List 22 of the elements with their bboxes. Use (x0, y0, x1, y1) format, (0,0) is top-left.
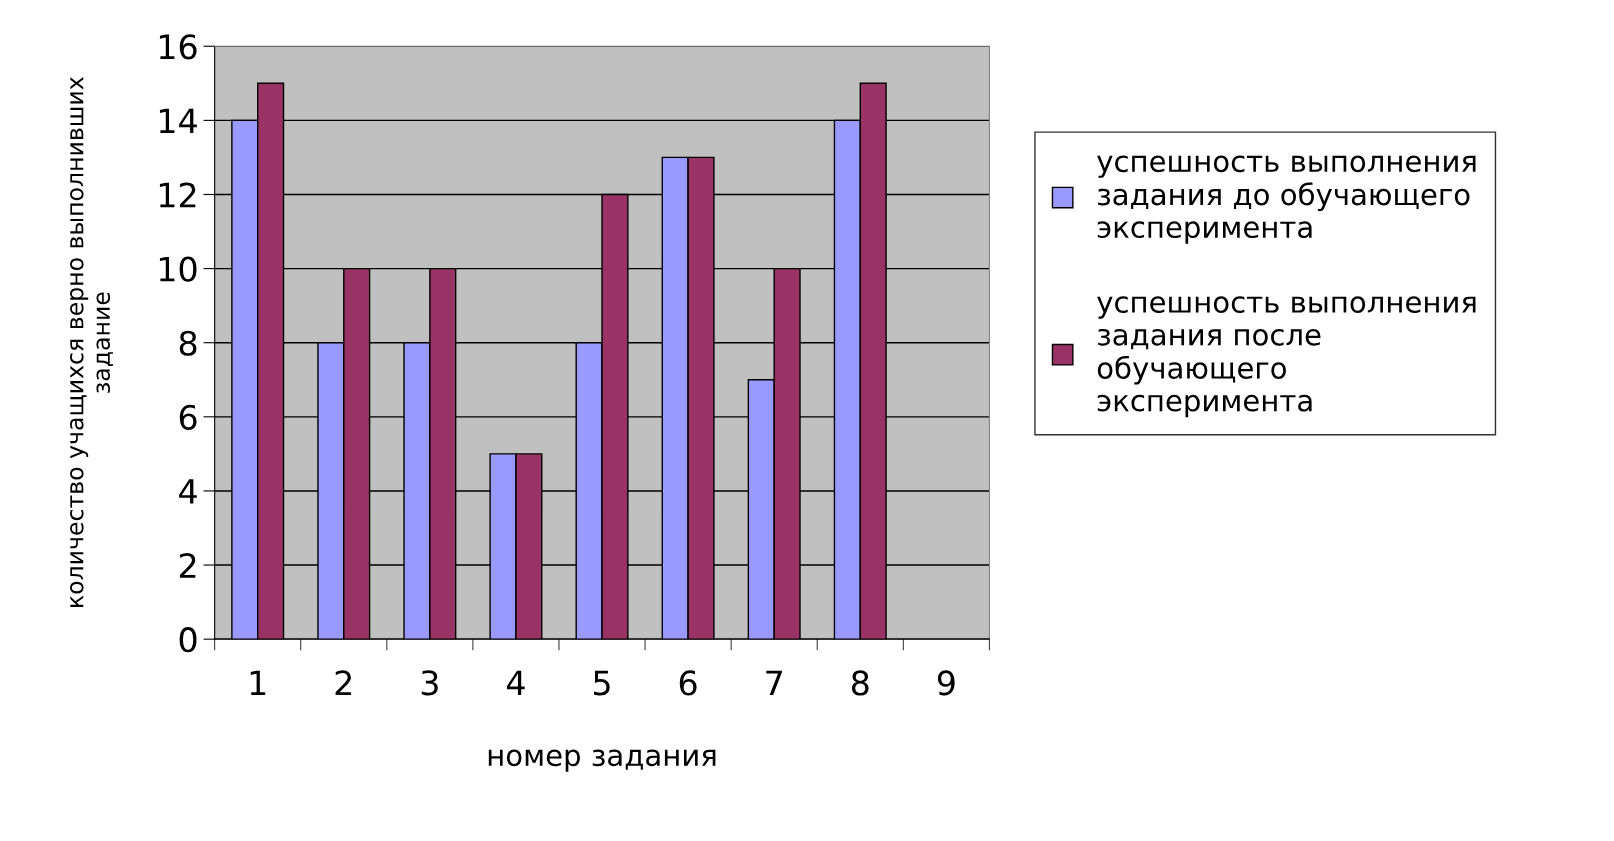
y-tick-label: 12 (159, 182, 196, 208)
y-tick-label: 16 (159, 34, 197, 60)
y-axis-title: количество учащихся верно выполнивших задание (70, 77, 113, 607)
y-tick-label: 0 (179, 627, 197, 653)
x-tick-label: 3 (421, 670, 438, 696)
y-tick-label: 10 (159, 256, 197, 282)
legend-label: успешность выполнения задания после обучающего эксперимента (1097, 296, 1476, 418)
x-tick-label: 2 (335, 670, 352, 696)
legend-label: успешность выполнения задания до обучающего эксперимента (1097, 155, 1476, 244)
x-tick-label: 7 (766, 670, 782, 696)
x-tick-label: 1 (250, 670, 266, 696)
x-tick-label: 6 (679, 670, 697, 696)
y-tick-label: 4 (179, 479, 197, 504)
y-tick-label: 6 (179, 404, 197, 430)
y-tick-label: 2 (179, 552, 196, 578)
x-tick-label: 4 (506, 670, 525, 696)
x-tick-label: 5 (593, 670, 610, 696)
y-tick-label: 8 (179, 330, 197, 356)
x-tick-label: 9 (937, 670, 955, 696)
x-axis-title: номер задания (488, 749, 716, 772)
y-tick-label: 14 (159, 108, 197, 134)
x-tick-label: 8 (851, 670, 869, 696)
